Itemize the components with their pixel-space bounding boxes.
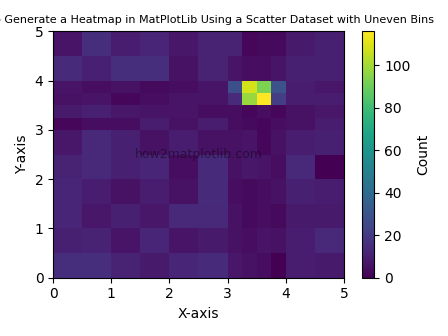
Y-axis label: Count: Count	[416, 134, 430, 175]
Title: How to Generate a Heatmap in MatPlotLib Using a Scatter Dataset with Uneven Bins: How to Generate a Heatmap in MatPlotLib …	[0, 15, 435, 25]
X-axis label: X-axis: X-axis	[178, 307, 219, 321]
Y-axis label: Y-axis: Y-axis	[15, 135, 29, 174]
Text: how2matplotlib.com: how2matplotlib.com	[134, 148, 263, 161]
